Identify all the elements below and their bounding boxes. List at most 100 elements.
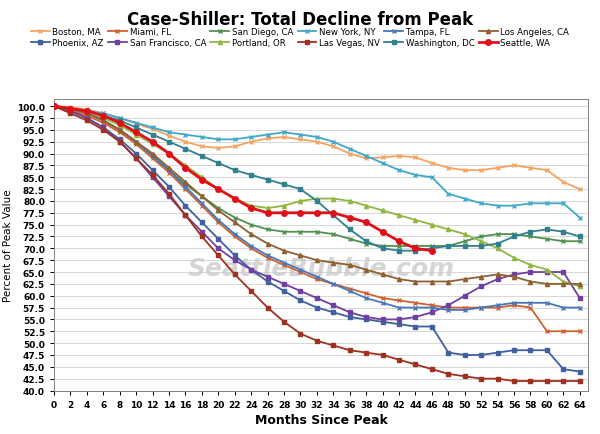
Los Angeles, CA — [346, 263, 353, 268]
Tampa, FL — [494, 303, 501, 308]
Tampa, FL — [280, 260, 287, 266]
San Francisco, CA — [428, 310, 436, 315]
Boston, MA — [330, 145, 337, 150]
San Francisco, CA — [215, 246, 222, 251]
Portland, OR — [198, 175, 205, 181]
San Francisco, CA — [346, 310, 353, 315]
San Diego, CA — [445, 244, 452, 249]
Washington, DC — [280, 182, 287, 187]
Line: San Diego, CA: San Diego, CA — [52, 105, 582, 249]
Portland, OR — [67, 107, 74, 112]
Miami, FL — [67, 108, 74, 113]
Las Vegas, NV — [231, 272, 238, 277]
Miami, FL — [527, 305, 534, 310]
Las Vegas, NV — [313, 339, 320, 344]
Boston, MA — [461, 168, 469, 173]
Tampa, FL — [379, 300, 386, 306]
San Diego, CA — [395, 244, 403, 249]
Boston, MA — [100, 112, 107, 117]
Miami, FL — [83, 114, 91, 119]
Tampa, FL — [264, 253, 271, 259]
San Francisco, CA — [67, 109, 74, 114]
Portland, OR — [182, 164, 189, 169]
Phoenix, AZ — [67, 109, 74, 114]
Los Angeles, CA — [576, 282, 583, 287]
Washington, DC — [494, 241, 501, 247]
Phoenix, AZ — [379, 319, 386, 325]
San Francisco, CA — [362, 315, 370, 320]
Washington, DC — [297, 187, 304, 192]
San Diego, CA — [297, 230, 304, 235]
San Diego, CA — [313, 230, 320, 235]
Portland, OR — [560, 279, 567, 284]
Las Vegas, NV — [133, 156, 140, 161]
Phoenix, AZ — [478, 352, 485, 358]
Seattle, WA — [330, 210, 337, 216]
San Francisco, CA — [264, 275, 271, 280]
Miami, FL — [166, 171, 173, 176]
Boston, MA — [313, 140, 320, 145]
Miami, FL — [379, 296, 386, 301]
Boston, MA — [527, 166, 534, 171]
Los Angeles, CA — [494, 272, 501, 277]
Line: New York, NY: New York, NY — [52, 105, 582, 220]
Las Vegas, NV — [346, 348, 353, 353]
Line: San Francisco, CA: San Francisco, CA — [52, 105, 582, 322]
San Francisco, CA — [248, 267, 255, 273]
Washington, DC — [511, 234, 518, 240]
Miami, FL — [182, 187, 189, 192]
Boston, MA — [50, 104, 58, 109]
Tampa, FL — [297, 267, 304, 273]
Tampa, FL — [182, 185, 189, 190]
Los Angeles, CA — [264, 241, 271, 247]
Tampa, FL — [362, 296, 370, 301]
Portland, OR — [511, 256, 518, 261]
Seattle, WA — [379, 230, 386, 235]
Line: Los Angeles, CA: Los Angeles, CA — [52, 105, 582, 286]
San Francisco, CA — [576, 296, 583, 301]
New York, NY — [166, 130, 173, 135]
New York, NY — [330, 140, 337, 145]
Los Angeles, CA — [116, 128, 124, 133]
Los Angeles, CA — [379, 272, 386, 277]
Tampa, FL — [511, 300, 518, 306]
San Francisco, CA — [50, 104, 58, 109]
San Francisco, CA — [461, 293, 469, 299]
San Diego, CA — [379, 244, 386, 249]
Boston, MA — [412, 155, 419, 161]
Tampa, FL — [67, 107, 74, 112]
Portland, OR — [445, 227, 452, 233]
Los Angeles, CA — [50, 104, 58, 109]
San Francisco, CA — [198, 230, 205, 235]
Las Vegas, NV — [248, 289, 255, 294]
Phoenix, AZ — [313, 305, 320, 310]
Line: Phoenix, AZ: Phoenix, AZ — [52, 105, 582, 374]
Boston, MA — [116, 116, 124, 122]
Portland, OR — [166, 151, 173, 157]
Boston, MA — [445, 166, 452, 171]
Las Vegas, NV — [166, 192, 173, 197]
Phoenix, AZ — [215, 237, 222, 242]
Portland, OR — [544, 267, 551, 273]
Washington, DC — [428, 246, 436, 251]
Los Angeles, CA — [560, 282, 567, 287]
Phoenix, AZ — [346, 315, 353, 320]
Tampa, FL — [198, 201, 205, 207]
Los Angeles, CA — [428, 279, 436, 284]
Los Angeles, CA — [198, 194, 205, 199]
Tampa, FL — [330, 282, 337, 287]
New York, NY — [560, 201, 567, 207]
New York, NY — [83, 109, 91, 114]
Las Vegas, NV — [445, 372, 452, 377]
Portland, OR — [116, 123, 124, 128]
Seattle, WA — [248, 206, 255, 211]
Los Angeles, CA — [478, 275, 485, 280]
Washington, DC — [215, 161, 222, 166]
Los Angeles, CA — [362, 267, 370, 273]
Boston, MA — [166, 134, 173, 139]
Portland, OR — [313, 197, 320, 202]
San Diego, CA — [149, 154, 156, 159]
Portland, OR — [280, 204, 287, 209]
New York, NY — [67, 107, 74, 112]
Las Vegas, NV — [264, 305, 271, 310]
